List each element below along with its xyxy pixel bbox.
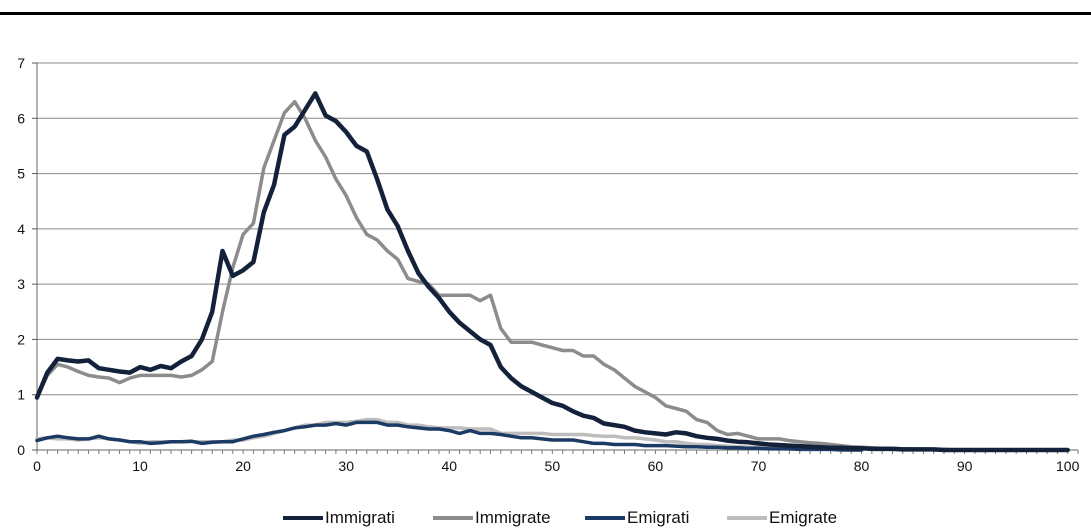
y-tick-label: 7	[17, 55, 25, 71]
y-tick-label: 0	[17, 442, 25, 458]
legend-swatch	[727, 516, 767, 520]
series-line-emigrati	[35, 420, 864, 452]
x-tick-label: 50	[545, 458, 561, 474]
x-tick-label: 100	[1056, 458, 1080, 474]
legend-swatch	[283, 516, 323, 520]
y-tick-label: 5	[17, 166, 25, 182]
y-tick-label: 3	[17, 276, 25, 292]
x-tick-label: 70	[751, 458, 767, 474]
x-tick-label: 0	[33, 458, 41, 474]
series-line-immigrate	[35, 99, 1070, 452]
legend-swatch	[585, 516, 625, 520]
axes	[36, 63, 1078, 451]
top-border	[0, 12, 1091, 15]
chart-legend: Immigrati Immigrate Emigrati Emigrate	[0, 506, 1091, 530]
legend-item-immigrati: Immigrati	[283, 506, 395, 530]
series-line-immigrati	[34, 91, 1070, 453]
y-tick-label: 2	[17, 331, 25, 347]
x-tick-label: 40	[441, 458, 457, 474]
legend-label: Immigrate	[475, 508, 551, 527]
x-tick-label: 20	[235, 458, 251, 474]
y-tick-label: 4	[17, 221, 25, 237]
legend-swatch	[433, 516, 473, 520]
x-tick-label: 80	[854, 458, 870, 474]
x-tick-label: 60	[648, 458, 664, 474]
series-lines	[34, 91, 1070, 453]
x-tick-label: 30	[338, 458, 354, 474]
y-tick-label: 6	[17, 110, 25, 126]
legend-label: Emigrati	[627, 508, 690, 527]
gridlines	[37, 62, 1078, 396]
legend-label: Emigrate	[769, 508, 838, 527]
line-chart: 0 1 2 3 4 5 6 7 0 10 20 30 40 50 60 70 80 90 100	[17, 55, 1080, 474]
legend-label: Immigrati	[325, 508, 395, 527]
x-tick-label: 90	[957, 458, 973, 474]
legend-item-immigrate: Immigrate	[433, 506, 551, 530]
x-tick-label: 10	[132, 458, 148, 474]
y-axis-ticks: 0 1 2 3 4 5 6 7	[17, 55, 37, 458]
y-tick-label: 1	[17, 387, 25, 403]
x-axis-ticks: 0 10 20 30 40 50 60 70 80 90 100	[33, 450, 1080, 474]
legend-item-emigrati: Emigrati	[585, 506, 689, 530]
legend-item-emigrate: Emigrate	[727, 506, 837, 530]
